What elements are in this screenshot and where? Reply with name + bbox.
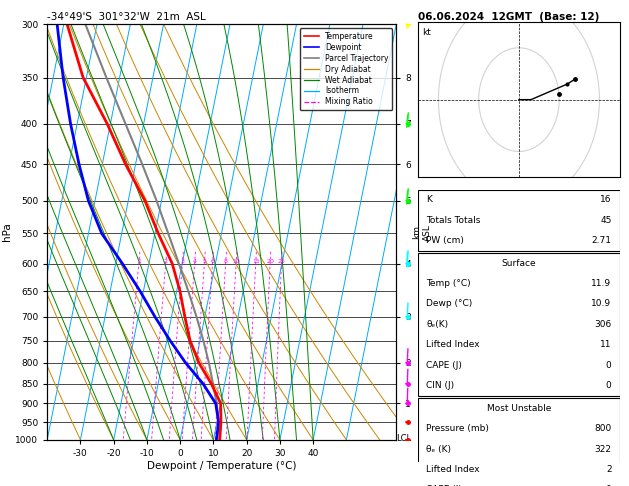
- Text: Dewp (°C): Dewp (°C): [426, 299, 472, 309]
- Text: 11.9: 11.9: [591, 279, 611, 288]
- Text: 8: 8: [224, 259, 228, 263]
- X-axis label: Dewpoint / Temperature (°C): Dewpoint / Temperature (°C): [147, 461, 296, 470]
- Y-axis label: hPa: hPa: [3, 223, 13, 242]
- Text: Surface: Surface: [501, 259, 537, 268]
- Text: Most Unstable: Most Unstable: [487, 404, 551, 413]
- Text: Lifted Index: Lifted Index: [426, 340, 480, 349]
- Text: Lifted Index: Lifted Index: [426, 465, 480, 474]
- Text: 6: 6: [211, 259, 214, 263]
- Text: 45: 45: [600, 216, 611, 225]
- Text: Totals Totals: Totals Totals: [426, 216, 481, 225]
- Text: 5: 5: [203, 259, 206, 263]
- Text: kt: kt: [422, 28, 431, 37]
- Text: -34°49'S  301°32'W  21m  ASL: -34°49'S 301°32'W 21m ASL: [47, 12, 206, 22]
- Text: K: K: [426, 195, 432, 204]
- Text: 306: 306: [594, 320, 611, 329]
- Text: 4: 4: [192, 259, 197, 263]
- Text: 322: 322: [594, 445, 611, 453]
- Text: 10.9: 10.9: [591, 299, 611, 309]
- Text: 3: 3: [181, 259, 184, 263]
- Y-axis label: km
ASL: km ASL: [413, 224, 432, 241]
- Text: 20: 20: [266, 259, 274, 263]
- Text: 800: 800: [594, 424, 611, 433]
- Text: θₑ(K): θₑ(K): [426, 320, 448, 329]
- Text: θₑ (K): θₑ (K): [426, 445, 452, 453]
- Text: 11: 11: [600, 340, 611, 349]
- Text: 0: 0: [606, 381, 611, 390]
- Text: 25: 25: [277, 259, 286, 263]
- Text: 2.71: 2.71: [591, 236, 611, 245]
- Text: 1: 1: [137, 259, 141, 263]
- Legend: Temperature, Dewpoint, Parcel Trajectory, Dry Adiabat, Wet Adiabat, Isotherm, Mi: Temperature, Dewpoint, Parcel Trajectory…: [300, 28, 392, 110]
- Text: 15: 15: [252, 259, 260, 263]
- Text: 10: 10: [232, 259, 240, 263]
- Text: Temp (°C): Temp (°C): [426, 279, 471, 288]
- Text: 0: 0: [606, 361, 611, 370]
- Text: CAPE (J): CAPE (J): [426, 361, 462, 370]
- Text: PW (cm): PW (cm): [426, 236, 464, 245]
- Text: LCL: LCL: [396, 434, 411, 443]
- Text: 16: 16: [600, 195, 611, 204]
- Text: CIN (J): CIN (J): [426, 381, 455, 390]
- Text: 2: 2: [606, 465, 611, 474]
- Text: Pressure (mb): Pressure (mb): [426, 424, 489, 433]
- Text: 2: 2: [164, 259, 168, 263]
- Text: 06.06.2024  12GMT  (Base: 12): 06.06.2024 12GMT (Base: 12): [418, 12, 599, 22]
